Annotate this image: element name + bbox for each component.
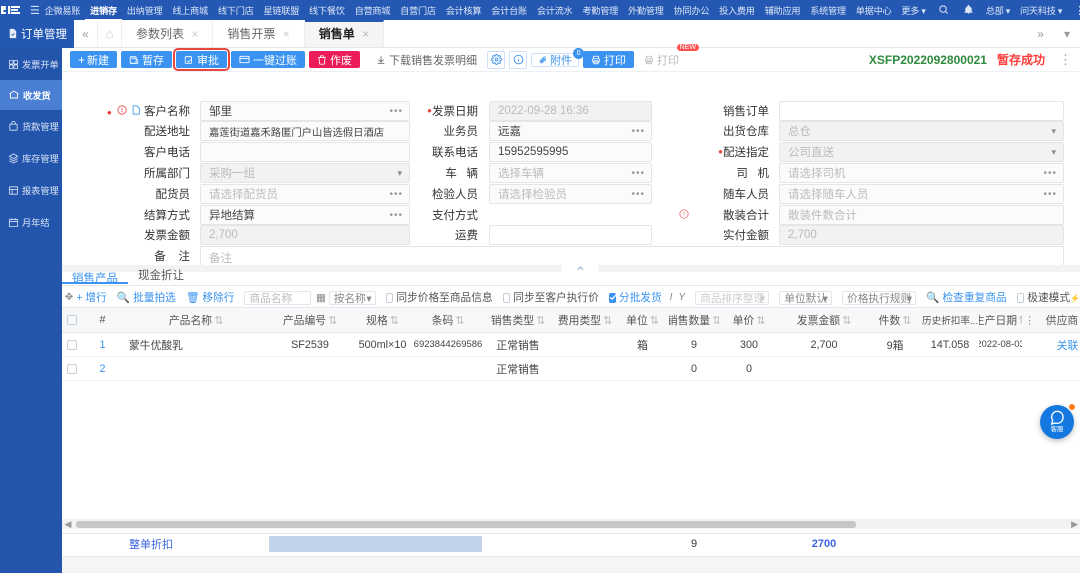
svg-text:?: ?: [683, 212, 686, 217]
